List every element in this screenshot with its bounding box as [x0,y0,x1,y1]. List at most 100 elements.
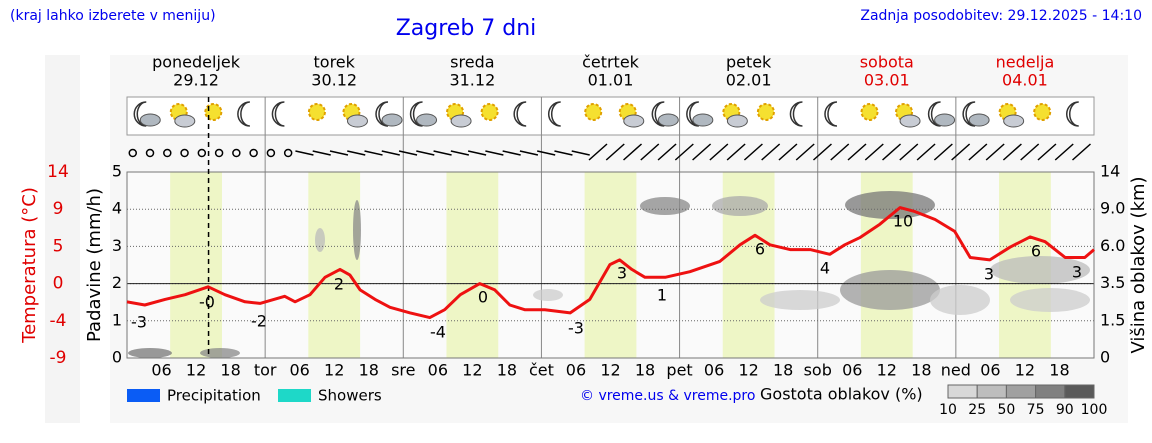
wind-barb [674,143,694,161]
day-date: 31.12 [449,71,495,90]
cloud-density [315,228,325,252]
temp-annotation: 10 [893,212,913,231]
cloud-icon [1003,114,1025,128]
t-tick-label: 9 [53,199,64,219]
wind-barb [640,143,660,161]
cloud-icon [174,114,196,128]
day-date: 29.12 [173,71,219,90]
day-name: sobota [860,53,914,72]
wind-calm [283,148,293,158]
temp-annotation: 3 [984,265,994,284]
y-tick-label: 5 [112,162,122,181]
x-tick-label: 12 [738,361,758,380]
wind-barb [329,150,349,156]
x-tick-label: 18 [359,361,379,380]
temp-annotation: -2 [251,312,267,331]
cloud-icon [692,113,714,127]
daylight-band [446,172,499,358]
wind-barb [1054,143,1074,161]
x-tick-label: pet [666,361,692,380]
sun-icon [480,103,499,121]
wind-calm [145,148,155,158]
temp-annotation: 2 [334,275,344,294]
wind-barb [657,143,677,161]
sun-icon [756,103,775,121]
updated: Zadnja posodobitev: 29.12.2025 - 14:10 [860,8,1142,24]
cloud-legend-swatch [1035,384,1066,399]
wind-barb [864,143,884,161]
wind-barb [467,150,487,156]
moon-icon [1065,101,1079,127]
cloud-legend-tick: 10 [939,402,957,418]
wind-barb [882,143,902,161]
wind-barb [364,150,383,156]
cloud-density [533,289,563,301]
temp-annotation: -3 [131,313,147,332]
t-tick-label: -9 [50,348,67,368]
x-tick-label: 18 [773,361,793,380]
legend-label: Precipitation [167,387,261,405]
wind-barb [761,143,781,161]
y2-tick-label: 3.5 [1100,273,1125,292]
day-name: četrtek [582,53,640,72]
x-tick-label: 06 [704,361,724,380]
x-tick-label: 12 [877,361,897,380]
wind-barb [933,143,953,161]
cloud-legend-title: Gostota oblakov (%) [760,385,923,404]
sun-icon [860,103,879,121]
day-date: 01.01 [588,71,634,90]
y2-tick-label: 0 [1100,348,1110,367]
x-tick-label: 06 [566,361,586,380]
wind-calm [266,148,276,158]
y-tick-label: 2 [112,273,122,292]
wind-barb [519,150,539,156]
t-axis-label: Temperatura (°C) [19,187,40,344]
x-tick-label: 18 [635,361,655,380]
cloud-density [200,348,240,358]
cloud-density [353,200,361,260]
y2-tick-label: 14 [1100,162,1120,181]
cloud-legend-swatch [1005,384,1037,399]
x-tick-label: 18 [1049,361,1069,380]
temp-annotation: -0 [199,293,215,312]
x-tick-label: 12 [600,361,620,380]
wind-barb [588,143,608,161]
cloud-density [712,196,768,216]
cloud-density [640,197,690,215]
chart-title: Zagreb 7 dni [396,16,537,41]
day-date: 03.01 [864,71,910,90]
wind-barb [502,150,521,156]
x-tick-label: 06 [842,361,862,380]
x-tick-label: sre [391,361,415,380]
x-tick-label: 12 [1015,361,1035,380]
wind-barb [795,143,815,161]
x-tick-label: 06 [151,361,171,380]
wind-calm [232,148,241,158]
t-tick-label: 5 [53,236,64,256]
y-tick-label: 3 [112,236,122,255]
t-tick-label: 0 [53,274,64,294]
wind-barb [968,143,988,161]
x-tick-label: sob [804,361,832,380]
temp-annotation: -4 [430,323,446,342]
cloud-legend-tick: 50 [997,402,1015,418]
wind-barb [605,143,625,161]
cloud-legend-tick: 75 [1027,402,1045,418]
y-tick-label: 0 [112,348,122,367]
y2-tick-label: 6.0 [1100,236,1125,255]
wind-barb [1020,143,1040,161]
cloud-density [840,270,940,310]
x-tick-label: 12 [462,361,482,380]
temp-annotation: 6 [755,240,765,259]
wind-barb [485,150,504,156]
day-name: petek [726,53,772,72]
x-tick-label: 18 [911,361,931,380]
cloud-icon [623,114,645,128]
wind-barb [916,143,936,161]
cloud-density [990,256,1090,284]
wind-barb [571,150,590,156]
x-tick-label: 12 [186,361,206,380]
t-tick-label: -4 [50,311,67,331]
cloud-density [128,348,172,358]
